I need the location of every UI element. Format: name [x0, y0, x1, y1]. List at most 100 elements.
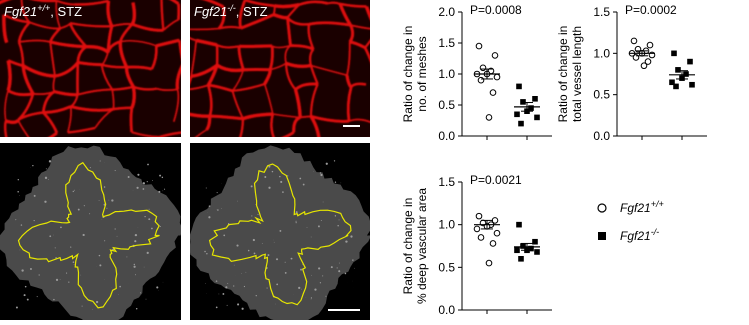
speckle — [272, 171, 273, 172]
speckle — [99, 255, 100, 256]
chart-title: P=0.0021 — [470, 173, 522, 187]
speckle — [254, 253, 256, 255]
speckle — [78, 209, 80, 211]
speckle — [314, 289, 316, 291]
speckle — [147, 181, 148, 182]
speckle — [335, 215, 336, 216]
vessel — [183, 0, 186, 29]
micrograph — [190, 143, 372, 320]
speckle — [128, 176, 130, 178]
speckle — [222, 293, 224, 295]
data-point — [494, 74, 500, 80]
speckle — [341, 183, 342, 184]
data-point — [474, 226, 480, 232]
speckle — [115, 228, 116, 229]
speckle — [66, 273, 67, 274]
micrograph — [183, 0, 377, 146]
speckle — [34, 195, 36, 197]
vessel — [319, 142, 338, 143]
speckle — [318, 267, 320, 269]
speckle — [216, 280, 218, 282]
speckle — [236, 245, 238, 247]
speckle — [225, 286, 227, 288]
speckle — [144, 216, 145, 217]
speckle — [301, 289, 302, 290]
speckle — [70, 246, 71, 247]
speckle — [300, 269, 302, 271]
speckle — [100, 160, 101, 161]
speckle — [262, 243, 263, 244]
speckle — [16, 307, 18, 309]
vessel — [274, 5, 299, 7]
speckle — [279, 176, 280, 177]
speckle — [354, 268, 355, 269]
speckle — [24, 294, 26, 296]
speckle — [320, 282, 321, 283]
y-tick-label: 0.0 — [438, 129, 455, 143]
speckle — [151, 228, 153, 230]
speckle — [282, 191, 284, 193]
speckle — [109, 200, 110, 201]
data-point — [494, 230, 500, 236]
speckle — [34, 220, 35, 221]
speckle — [27, 299, 29, 301]
data-point — [514, 247, 520, 253]
speckle — [84, 205, 85, 206]
data-point — [534, 249, 540, 255]
speckle — [135, 234, 137, 236]
y-axis-label: Ratio of change in — [556, 26, 570, 123]
data-point — [671, 51, 677, 57]
speckle — [307, 227, 308, 228]
y-axis-label: Ratio of change in — [401, 26, 415, 123]
speckle — [279, 230, 281, 232]
speckle — [217, 209, 219, 211]
speckle — [326, 163, 328, 165]
speckle — [104, 186, 106, 188]
speckle — [60, 279, 61, 280]
y-tick-label: 0.0 — [593, 129, 610, 143]
legend-marker — [598, 232, 606, 240]
speckle — [257, 214, 258, 215]
speckle — [227, 305, 228, 306]
data-point — [534, 115, 540, 121]
speckle — [89, 213, 90, 214]
speckle — [46, 168, 47, 169]
y-tick-label: 2.0 — [438, 5, 455, 19]
data-point — [516, 84, 522, 90]
speckle — [291, 258, 293, 260]
y-axis-label: total vessel length — [570, 26, 584, 122]
vessel — [183, 113, 186, 146]
speckle — [60, 226, 62, 228]
speckle — [49, 235, 51, 237]
speckle — [264, 176, 266, 178]
speckle — [163, 191, 164, 192]
speckle — [18, 179, 19, 180]
data-point — [641, 63, 647, 69]
speckle — [30, 268, 32, 270]
speckle — [148, 218, 150, 220]
speckle — [90, 167, 91, 168]
speckle — [251, 215, 252, 216]
y-tick-label: 0.5 — [438, 260, 455, 274]
data-point — [518, 121, 524, 127]
speckle — [280, 181, 282, 183]
y-tick-label: 1.0 — [438, 67, 455, 81]
speckle — [221, 208, 222, 209]
y-tick-label: 1.5 — [593, 5, 610, 19]
data-point — [532, 239, 538, 245]
speckle — [287, 175, 288, 176]
data-point — [675, 67, 681, 73]
speckle — [45, 177, 47, 179]
speckle — [237, 201, 238, 202]
genotype-label: Fgf21-/- — [620, 227, 659, 243]
suffix: , STZ — [236, 4, 268, 19]
suffix: , STZ — [50, 4, 82, 19]
speckle — [345, 240, 347, 242]
data-point — [687, 59, 693, 65]
speckle — [133, 266, 135, 268]
speckle — [246, 272, 247, 273]
speckle — [339, 263, 340, 264]
speckle — [56, 279, 58, 281]
